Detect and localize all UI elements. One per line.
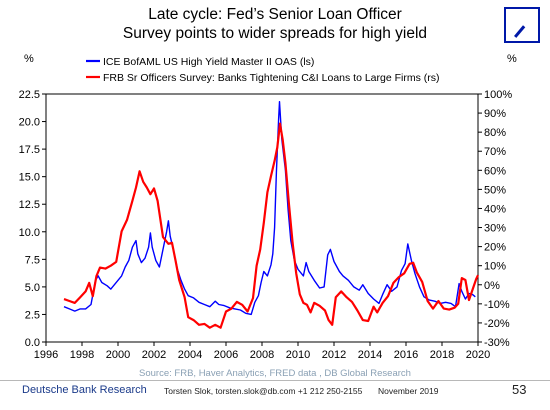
legend: ICE BofAML US High Yield Master II OAS (…: [86, 56, 440, 84]
y-right-tick-label: 100%: [484, 89, 512, 101]
x-tick-label: 1996: [34, 349, 58, 361]
x-tick-label: 2016: [394, 349, 418, 361]
y-left-tick-label: 0.0: [25, 337, 40, 349]
x-tick-label: 2020: [466, 349, 490, 361]
y-right-tick-label: 90%: [484, 108, 506, 120]
y-right-tick-label: 60%: [484, 165, 506, 177]
series-lines: [63, 101, 479, 329]
left-y-axis: 0.0 2.5 5.0 7.5 10.0 12.5 15.0 17.5 20.0 22.5: [19, 89, 46, 349]
y-left-tick-label: 2.5: [25, 309, 40, 321]
right-axis-unit: %: [507, 53, 517, 65]
right-y-axis: -30% -20% -10% 0% 10% 20% 30% 40% 50% 60% 70% 80% 90…: [478, 89, 512, 349]
y-right-tick-label: 20%: [484, 242, 506, 254]
line-chart: % % ICE BofAML US High Yield Master II O…: [19, 53, 517, 379]
series-line-sloos: [63, 122, 479, 329]
y-left-tick-label: 5.0: [25, 282, 40, 294]
y-right-tick-label: 30%: [484, 223, 506, 235]
y-left-tick-label: 22.5: [19, 89, 40, 101]
footer-divider: [0, 380, 550, 381]
y-right-tick-label: -30%: [484, 337, 510, 349]
x-tick-label: 2010: [286, 349, 310, 361]
y-left-tick-label: 20.0: [19, 117, 40, 129]
left-axis-unit: %: [24, 53, 34, 65]
y-right-tick-label: -20%: [484, 318, 510, 330]
y-right-tick-label: 70%: [484, 146, 506, 158]
x-tick-label: 2008: [250, 349, 274, 361]
deutsche-bank-logo: [504, 7, 540, 43]
y-left-tick-label: 10.0: [19, 227, 40, 239]
x-tick-label: 2012: [322, 349, 346, 361]
chart-subtitle: Survey points to wider spreads for high …: [122, 25, 428, 42]
y-right-tick-label: -10%: [484, 299, 510, 311]
x-tick-label: 2002: [142, 349, 166, 361]
x-tick-label: 2000: [106, 349, 130, 361]
plot-frame: [45, 93, 479, 343]
series-line-hy-oas: [63, 101, 476, 316]
chart-title: Late cycle: Fed’s Senior Loan Officer: [148, 6, 402, 23]
y-left-tick-label: 17.5: [19, 144, 40, 156]
y-left-tick-label: 15.0: [19, 172, 40, 184]
footer-brand: Deutsche Bank Research: [22, 384, 147, 396]
legend-label-hy-oas: ICE BofAML US High Yield Master II OAS (…: [103, 56, 314, 68]
x-tick-label: 2004: [178, 349, 202, 361]
x-axis: 1996 1998 2000 2002 2004 2006 2008 2010 2012 2014…: [34, 342, 490, 361]
y-left-tick-label: 12.5: [19, 199, 40, 211]
source-note: Source: FRB, Haver Analytics, FRED data …: [139, 368, 411, 379]
y-right-tick-label: 40%: [484, 203, 506, 215]
footer-author: Torsten Slok, torsten.slok@db.com +1 212…: [164, 386, 363, 396]
y-left-tick-label: 7.5: [25, 254, 40, 266]
x-tick-label: 2006: [214, 349, 238, 361]
legend-label-sloos: FRB Sr Officers Survey: Banks Tightening…: [103, 72, 440, 84]
x-tick-label: 1998: [70, 349, 94, 361]
page-number: 53: [512, 382, 527, 397]
x-tick-label: 2014: [358, 349, 382, 361]
y-right-tick-label: 0%: [484, 280, 500, 292]
y-right-tick-label: 50%: [484, 184, 506, 196]
y-right-tick-label: 10%: [484, 261, 506, 273]
footer-date: November 2019: [378, 386, 439, 396]
x-tick-label: 2018: [430, 349, 454, 361]
plot-border: [45, 93, 479, 343]
y-right-tick-label: 80%: [484, 127, 506, 139]
